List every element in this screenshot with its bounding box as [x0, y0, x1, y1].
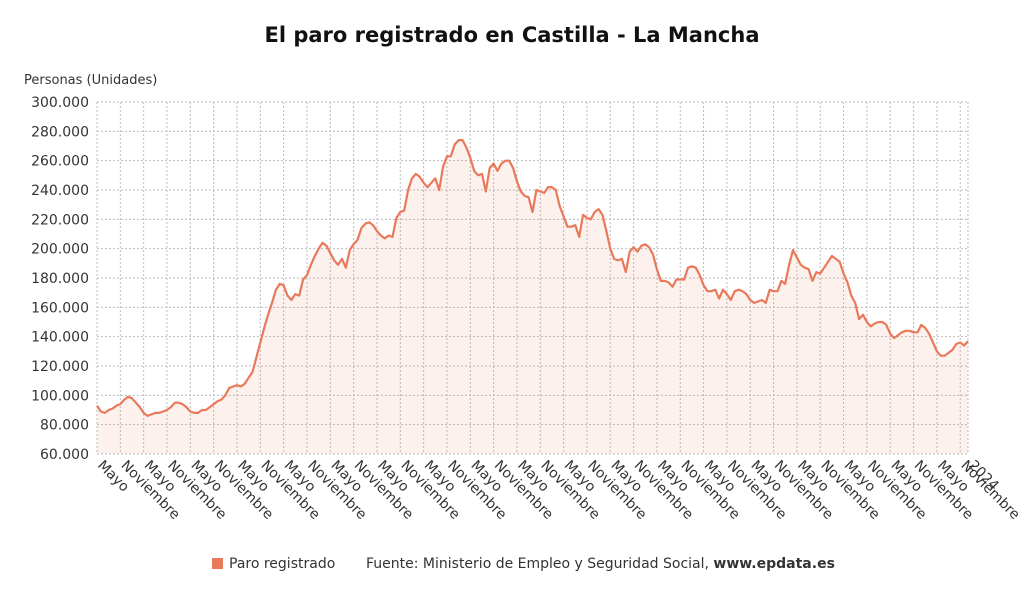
y-tick-label: 280.000	[31, 124, 89, 140]
y-tick-label: 240.000	[31, 183, 89, 199]
source: Fuente: Ministerio de Empleo y Seguridad…	[366, 556, 835, 572]
area	[97, 140, 968, 454]
y-tick-label: 120.000	[31, 359, 89, 375]
y-tick-label: 60.000	[40, 447, 89, 463]
y-tick-label: 160.000	[31, 300, 89, 316]
y-tick-label: 80.000	[40, 418, 89, 434]
legend-swatch	[212, 558, 223, 569]
line	[96, 139, 969, 417]
y-tick-label: 180.000	[31, 271, 89, 287]
y-tick-label: 260.000	[31, 154, 89, 170]
y-tick-label: 200.000	[31, 242, 89, 258]
y-tick-label: 300.000	[31, 95, 89, 111]
y-tick-label: 140.000	[31, 330, 89, 346]
source-link: www.epdata.es	[713, 556, 835, 572]
legend-label: Paro registrado	[229, 556, 335, 572]
chart-title: El paro registrado en Castilla - La Manc…	[265, 23, 760, 47]
y-tick-label: 100.000	[31, 388, 89, 404]
y-tick-label: 220.000	[31, 212, 89, 228]
source-text: Fuente: Ministerio de Empleo y Seguridad…	[366, 556, 709, 572]
legend: Paro registrado	[212, 556, 335, 572]
y-axis-label: Personas (Unidades)	[24, 73, 157, 88]
